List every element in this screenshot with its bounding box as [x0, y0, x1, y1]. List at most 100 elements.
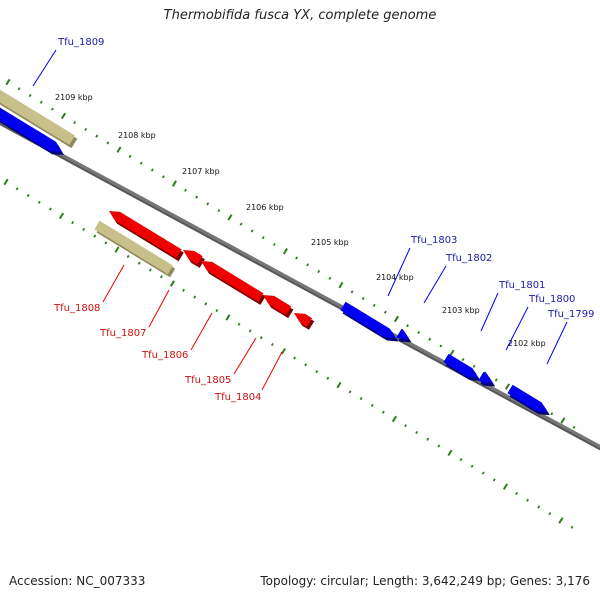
gene-Tfu_1802 — [396, 328, 412, 343]
ruler-label: 2105 kbp — [311, 238, 349, 247]
ruler-tick-upper — [282, 247, 288, 255]
ruler-tick-lower — [470, 464, 474, 468]
map-title: Thermobifida fusca YX, complete genome — [163, 8, 437, 23]
ruler-tick-upper — [295, 256, 298, 260]
ruler-tick-lower — [270, 342, 274, 347]
gene-Tfu_1799-body — [507, 384, 548, 412]
leader-Tfu_1806 — [190, 312, 213, 351]
ruler-tick-lower — [336, 381, 342, 389]
ruler-tick-lower — [259, 336, 263, 340]
ruler-tick-upper — [206, 202, 210, 206]
ruler-tick-upper — [171, 180, 177, 187]
ruler-tick-upper — [439, 344, 443, 348]
ruler-tick-upper — [161, 175, 165, 179]
gene-Tfu_1803 — [340, 301, 399, 342]
ruler-tick-lower — [537, 505, 541, 509]
ruler-label: 2103 kbp — [442, 306, 480, 315]
ruler-tick-upper — [494, 378, 498, 382]
ruler-tick-upper — [73, 121, 77, 125]
ruler-tick-upper — [250, 229, 254, 233]
ruler-ticks — [3, 78, 576, 529]
ruler-tick-lower — [315, 369, 319, 374]
ruler-tick-upper — [39, 100, 43, 104]
ruler-tick-lower — [526, 498, 530, 502]
ruler-tick-lower — [26, 193, 30, 198]
ruler-tick-lower — [391, 415, 397, 423]
gene-Tfu_1803-body — [340, 301, 396, 339]
gene-Tfu_1800-body — [478, 371, 493, 384]
leader-Tfu_1808 — [102, 264, 125, 303]
backbone-layer — [0, 119, 600, 451]
ruler-tick-lower — [237, 322, 241, 326]
gene-Tfu_1806-body — [183, 250, 203, 265]
ruler-tick-lower — [58, 212, 65, 220]
ruler-tick-lower — [304, 363, 308, 367]
leader-Tfu_1805 — [233, 337, 257, 375]
ruler-tick-upper — [95, 134, 99, 138]
ruler-tick-lower — [293, 356, 296, 360]
ruler-tick-upper — [227, 214, 233, 221]
ruler-tick-upper — [5, 78, 11, 86]
ruler-tick-lower — [280, 347, 286, 355]
ruler-label: 2106 kbp — [246, 203, 284, 212]
ruler-tick-lower — [15, 187, 19, 191]
gene-label-Tfu_1799: Tfu_1799 — [547, 309, 594, 320]
leader-Tfu_1800 — [505, 306, 529, 351]
ruler-tick-lower — [182, 288, 185, 292]
ruler-tick-upper — [350, 290, 354, 294]
gene-label-Tfu_1800: Tfu_1800 — [528, 294, 575, 305]
ruler-tick-upper — [150, 168, 154, 172]
ruler-tick-lower — [359, 397, 363, 401]
ruler-tick-upper — [417, 330, 421, 335]
gene-label-Tfu_1805: Tfu_1805 — [184, 375, 231, 386]
ruler-tick-lower — [548, 512, 552, 516]
ruler-tick-upper — [28, 93, 32, 98]
ruler-tick-upper — [116, 146, 122, 153]
gene-Tfu_1801-body — [443, 353, 479, 378]
ruler-tick-lower — [71, 221, 75, 225]
leader-Tfu_1801 — [480, 292, 499, 332]
ruler-tick-upper — [328, 276, 332, 280]
ruler-tick-upper — [317, 269, 321, 274]
ruler-tick-upper — [306, 263, 310, 267]
leader-Tfu_1803 — [387, 247, 411, 297]
ruler-tick-lower — [492, 478, 496, 482]
gene-label-Tfu_1804: Tfu_1804 — [214, 392, 261, 403]
ruler-tick-lower — [137, 261, 141, 265]
gene-Tfu_1809-body — [0, 107, 62, 152]
ruler-tick-upper — [338, 281, 344, 289]
ruler-tick-upper — [272, 242, 276, 247]
genome-stats-text: Topology: circular; Length: 3,642,249 bp… — [260, 574, 590, 588]
ruler-tick-lower — [481, 471, 485, 475]
ruler-tick-upper — [472, 364, 476, 368]
ruler-tick-upper — [560, 417, 566, 424]
ruler-tick-upper — [239, 222, 243, 226]
gene-label-Tfu_1807: Tfu_1807 — [99, 328, 146, 339]
ruler-tick-lower — [3, 178, 9, 186]
ruler-tick-lower — [437, 444, 441, 448]
ruler-tick-lower — [93, 234, 97, 238]
gene-label-Tfu_1809: Tfu_1809 — [57, 37, 104, 48]
ruler-tick-upper — [393, 315, 399, 323]
ruler-tick-upper — [449, 349, 455, 357]
ruler-tick-upper — [195, 195, 199, 199]
ruler-tick-lower — [82, 227, 86, 231]
feature-other-lower — [94, 220, 176, 278]
ruler-tick-lower — [326, 376, 330, 380]
gene-Tfu_1804b-body — [294, 313, 312, 327]
ruler-tick-upper — [504, 383, 510, 390]
ruler-tick-lower — [381, 410, 385, 414]
ruler-tick-lower — [215, 309, 219, 313]
ruler-tick-upper — [184, 188, 187, 192]
feature-other-lower-body — [94, 220, 173, 275]
ruler-tick-upper — [461, 358, 465, 362]
ruler-tick-upper — [17, 87, 21, 91]
ruler-tick-lower — [515, 491, 518, 495]
gene-Tfu_1805-body — [201, 261, 264, 302]
leader-Tfu_1809 — [32, 49, 57, 87]
ruler-tick-upper — [139, 161, 143, 165]
label-leaders — [32, 49, 568, 391]
ruler-tick-upper — [106, 141, 110, 145]
ruler-tick-upper — [217, 209, 221, 213]
gene-Tfu_1805 — [201, 261, 266, 305]
